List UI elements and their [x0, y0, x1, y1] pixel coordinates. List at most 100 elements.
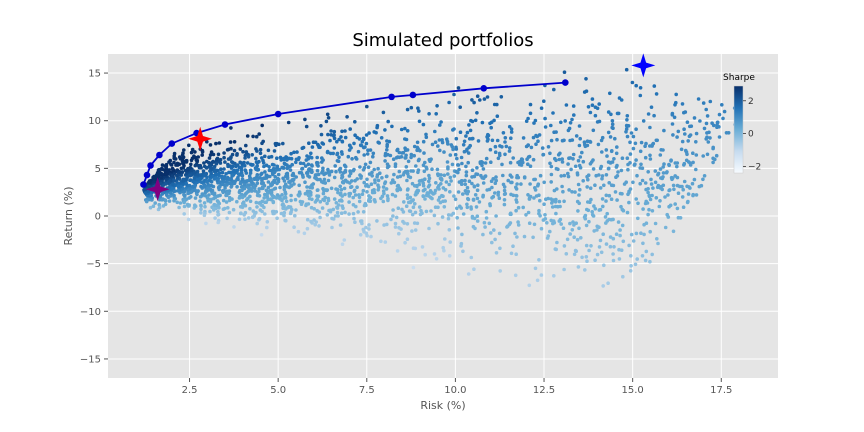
portfolio-point: [578, 136, 582, 141]
portfolio-point: [235, 199, 239, 204]
portfolio-point: [640, 254, 645, 258]
portfolio-point: [653, 169, 658, 173]
portfolio-point: [593, 207, 598, 211]
portfolio-point: [285, 166, 290, 170]
portfolio-point: [434, 257, 439, 261]
portfolio-point: [198, 199, 202, 203]
portfolio-point: [640, 178, 645, 183]
portfolio-point: [548, 151, 552, 156]
portfolio-point: [575, 171, 580, 175]
portfolio-point: [562, 267, 566, 272]
portfolio-point: [321, 166, 325, 171]
portfolio-point: [220, 170, 225, 175]
portfolio-point: [627, 243, 631, 248]
portfolio-point: [228, 181, 233, 186]
x-tick-label: 17.5: [710, 385, 732, 396]
portfolio-point: [310, 145, 315, 149]
portfolio-point: [573, 164, 578, 169]
portfolio-point: [586, 105, 591, 109]
portfolio-point: [254, 200, 259, 205]
portfolio-point: [159, 176, 164, 180]
portfolio-point: [531, 135, 536, 140]
portfolio-point: [468, 128, 473, 133]
portfolio-point: [266, 185, 271, 190]
portfolio-point: [246, 216, 251, 220]
portfolio-point: [164, 172, 168, 177]
portfolio-point: [522, 234, 527, 239]
portfolio-point: [713, 157, 717, 162]
portfolio-point: [655, 185, 660, 190]
portfolio-point: [456, 170, 460, 175]
portfolio-point: [357, 193, 361, 197]
portfolio-point: [704, 137, 708, 141]
portfolio-point: [205, 175, 209, 180]
portfolio-point: [681, 205, 686, 209]
portfolio-point: [437, 187, 441, 191]
portfolio-point: [361, 227, 366, 232]
portfolio-point: [319, 132, 324, 137]
portfolio-point: [423, 177, 427, 181]
portfolio-point: [415, 221, 420, 226]
portfolio-point: [309, 190, 313, 195]
portfolio-point: [683, 148, 688, 153]
portfolio-point: [489, 160, 493, 164]
portfolio-point: [526, 210, 531, 215]
portfolio-point: [248, 194, 252, 199]
portfolio-point: [439, 120, 443, 124]
portfolio-point: [317, 145, 321, 149]
portfolio-point: [514, 194, 519, 198]
portfolio-point: [190, 169, 194, 173]
portfolio-point: [541, 153, 545, 157]
portfolio-point: [588, 186, 593, 190]
portfolio-point: [704, 107, 708, 112]
portfolio-point: [326, 116, 331, 120]
portfolio-point: [624, 127, 629, 131]
portfolio-point: [429, 157, 433, 161]
portfolio-point: [375, 175, 379, 179]
portfolio-point: [257, 187, 262, 191]
portfolio-point: [686, 192, 691, 196]
portfolio-point: [595, 106, 600, 111]
portfolio-point: [340, 194, 345, 198]
portfolio-point: [445, 160, 450, 164]
portfolio-point: [613, 190, 618, 194]
portfolio-point: [202, 213, 207, 217]
portfolio-point: [413, 228, 418, 232]
portfolio-point: [646, 212, 650, 217]
portfolio-point: [629, 254, 633, 258]
portfolio-point: [577, 193, 581, 197]
portfolio-point: [648, 259, 652, 264]
portfolio-point: [574, 249, 578, 253]
portfolio-point: [572, 113, 576, 117]
portfolio-point: [379, 239, 383, 244]
portfolio-point: [558, 151, 562, 156]
portfolio-point: [202, 201, 207, 205]
portfolio-point: [377, 141, 382, 145]
portfolio-point: [701, 154, 705, 158]
portfolio-point: [203, 190, 208, 195]
portfolio-point: [239, 171, 244, 175]
portfolio-point: [552, 87, 556, 92]
portfolio-point: [315, 168, 320, 173]
portfolio-point: [193, 203, 197, 207]
portfolio-point: [464, 173, 469, 178]
portfolio-point: [552, 274, 556, 278]
portfolio-point: [320, 206, 325, 210]
portfolio-point: [427, 179, 431, 184]
portfolio-point: [498, 269, 503, 273]
portfolio-point: [395, 188, 400, 193]
portfolio-point: [711, 146, 715, 151]
portfolio-point: [405, 222, 410, 226]
portfolio-point: [676, 191, 681, 195]
portfolio-point: [367, 227, 371, 231]
portfolio-point: [570, 138, 575, 142]
portfolio-point: [291, 171, 296, 176]
portfolio-point: [281, 165, 286, 170]
portfolio-point: [536, 183, 540, 188]
portfolio-point: [650, 143, 655, 147]
portfolio-point: [313, 173, 318, 177]
portfolio-point: [417, 179, 422, 183]
highlight-markers: [145, 53, 656, 202]
portfolio-point: [297, 156, 301, 160]
portfolio-point: [201, 169, 206, 173]
